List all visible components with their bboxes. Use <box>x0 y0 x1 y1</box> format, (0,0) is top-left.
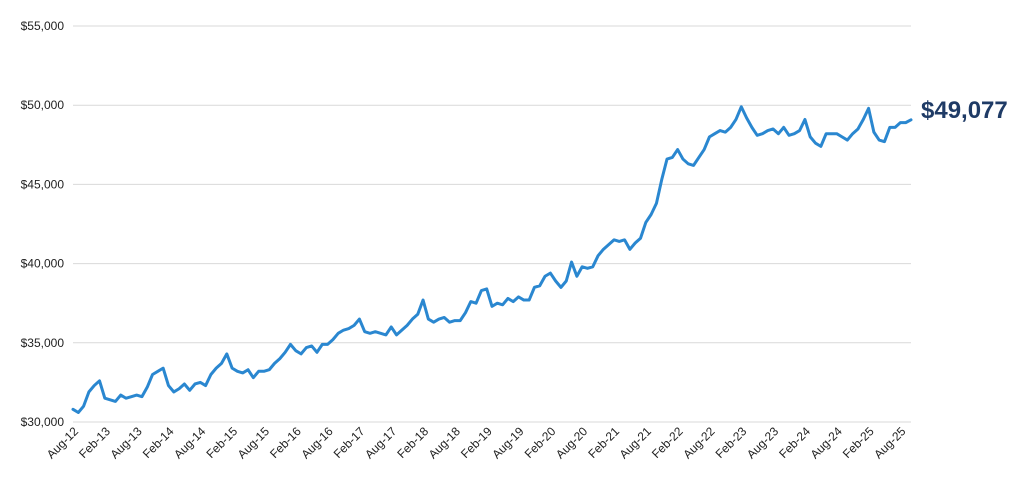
series-line <box>71 105 913 414</box>
x-axis-ticks: Aug-12Feb-13Aug-13Feb-14Aug-14Feb-15Aug-… <box>44 424 909 461</box>
y-tick-label: $55,000 <box>21 19 65 33</box>
x-tick-label: Feb-16 <box>267 424 304 461</box>
x-tick-label: Aug-18 <box>426 424 463 461</box>
x-tick-label: Aug-12 <box>44 424 81 461</box>
x-tick-label: Aug-24 <box>808 424 845 461</box>
y-tick-label: $30,000 <box>21 415 65 429</box>
last-value-label: $49,077 <box>921 97 1008 124</box>
x-tick-label: Aug-22 <box>680 424 717 461</box>
x-tick-label: Feb-19 <box>458 424 495 461</box>
x-tick-label: Aug-16 <box>298 424 335 461</box>
gridlines <box>73 25 911 423</box>
x-tick-label: Feb-25 <box>840 424 877 461</box>
x-tick-label: Aug-13 <box>108 424 145 461</box>
x-tick-label: Aug-19 <box>489 424 526 461</box>
x-tick-label: Feb-22 <box>649 424 686 461</box>
y-tick-label: $40,000 <box>21 257 65 271</box>
x-tick-label: Aug-25 <box>871 424 908 461</box>
x-tick-label: Feb-24 <box>776 424 813 461</box>
y-tick-label: $45,000 <box>21 177 65 191</box>
x-tick-label: Aug-21 <box>617 424 654 461</box>
x-tick-label: Feb-15 <box>203 424 240 461</box>
y-tick-label: $35,000 <box>21 336 65 350</box>
x-tick-label: Feb-20 <box>522 424 559 461</box>
x-tick-label: Aug-20 <box>553 424 590 461</box>
series-group <box>71 105 913 414</box>
x-tick-label: Feb-18 <box>394 424 431 461</box>
y-tick-label: $50,000 <box>21 98 65 112</box>
x-tick-label: Feb-17 <box>331 424 368 461</box>
x-tick-label: Feb-23 <box>713 424 750 461</box>
x-tick-label: Aug-17 <box>362 424 399 461</box>
x-tick-label: Feb-14 <box>140 424 177 461</box>
x-tick-label: Aug-15 <box>235 424 272 461</box>
x-tick-label: Feb-13 <box>76 424 113 461</box>
x-tick-label: Aug-14 <box>171 424 208 461</box>
x-tick-label: Feb-21 <box>585 424 622 461</box>
x-tick-label: Aug-23 <box>744 424 781 461</box>
y-axis-ticks: $30,000 $35,000 $40,000 $45,000 $50,000 $55,0… <box>21 19 65 429</box>
